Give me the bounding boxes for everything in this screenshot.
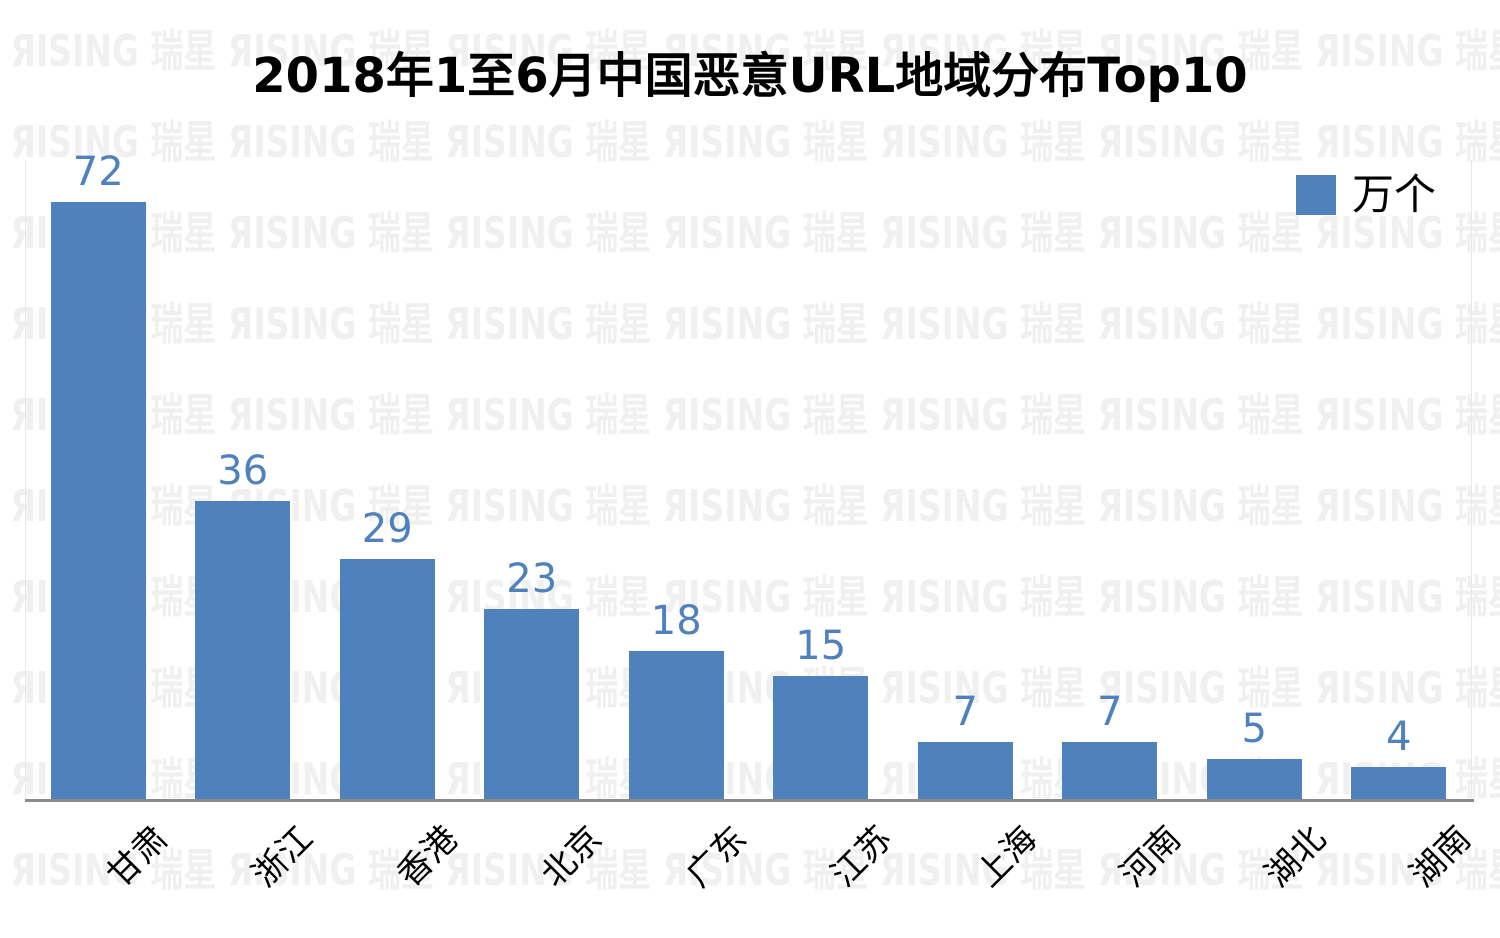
bar-value-label: 72 — [72, 149, 124, 196]
bar-slot: 23 — [460, 559, 605, 800]
x-labels-row: 甘肃 浙江 香港 北京 广东 江苏 上海 河南 湖北 湖南 — [25, 804, 1479, 934]
bar-广东 — [628, 650, 724, 800]
bars-row: 72 36 29 23 18 15 7 7 5 4 — [26, 152, 1472, 800]
bar-河南 — [1062, 741, 1158, 800]
x-tick-slot: 江苏 — [749, 804, 899, 934]
bar-value-label: 4 — [1386, 713, 1412, 760]
x-tick-slot: 湖南 — [1327, 804, 1478, 934]
x-tick-slot: 湖北 — [1183, 804, 1333, 934]
x-tick-slot: 浙江 — [170, 804, 321, 934]
x-tick-slot: 北京 — [459, 804, 610, 934]
x-tick-label: 上海 — [968, 818, 1045, 895]
x-tick-label: 甘肃 — [99, 818, 177, 895]
bar-上海 — [917, 741, 1013, 800]
bar-slot: 5 — [1182, 705, 1327, 800]
x-axis-line — [25, 799, 1474, 802]
x-tick-label: 湖北 — [1257, 818, 1334, 895]
x-tick-slot: 香港 — [314, 804, 465, 934]
bar-湖北 — [1206, 758, 1302, 800]
bar-value-label: 7 — [952, 688, 978, 735]
bar-value-label: 36 — [217, 448, 269, 495]
bar-slot: 15 — [749, 622, 894, 800]
x-tick-slot: 河南 — [1038, 804, 1189, 934]
bar-slot: 7 — [893, 692, 1038, 800]
bar-北京 — [484, 609, 580, 800]
bar-value-label: 5 — [1241, 705, 1267, 752]
x-tick-slot: 广东 — [604, 804, 755, 934]
bar-value-label: 29 — [361, 506, 413, 553]
x-tick-slot: 甘肃 — [25, 804, 176, 934]
x-tick-label: 江苏 — [823, 818, 900, 895]
plot-area: 72 36 29 23 18 15 7 7 5 4 — [25, 152, 1472, 800]
bar-value-label: 18 — [650, 597, 702, 644]
chart-title: 2018年1至6月中国恶意URL地域分布Top10 — [252, 48, 1248, 104]
x-tick-label: 北京 — [533, 818, 611, 895]
bar-甘肃 — [50, 202, 146, 800]
legend: 万个 — [1296, 174, 1436, 216]
x-tick-label: 广东 — [678, 818, 756, 895]
bar-slot: 72 — [26, 152, 171, 800]
bar-value-label: 7 — [1097, 688, 1123, 735]
bar-slot: 4 — [1327, 717, 1472, 800]
bar-slot: 7 — [1038, 692, 1183, 800]
x-tick-label: 湖南 — [1402, 818, 1479, 895]
bar-湖南 — [1351, 766, 1447, 800]
bar-value-label: 15 — [795, 622, 847, 669]
x-tick-label: 浙江 — [244, 818, 321, 895]
bar-value-label: 23 — [506, 556, 558, 603]
bar-浙江 — [195, 501, 291, 800]
x-tick-label: 香港 — [389, 818, 466, 895]
bar-slot: 29 — [315, 509, 460, 800]
legend-label: 万个 — [1352, 170, 1437, 219]
bar-slot: 18 — [604, 601, 749, 800]
bar-江苏 — [773, 675, 869, 800]
legend-swatch-icon — [1296, 175, 1336, 215]
x-tick-label: 河南 — [1112, 818, 1190, 895]
bar-slot: 36 — [171, 451, 316, 800]
x-tick-slot: 上海 — [893, 804, 1044, 934]
bar-香港 — [339, 559, 435, 800]
